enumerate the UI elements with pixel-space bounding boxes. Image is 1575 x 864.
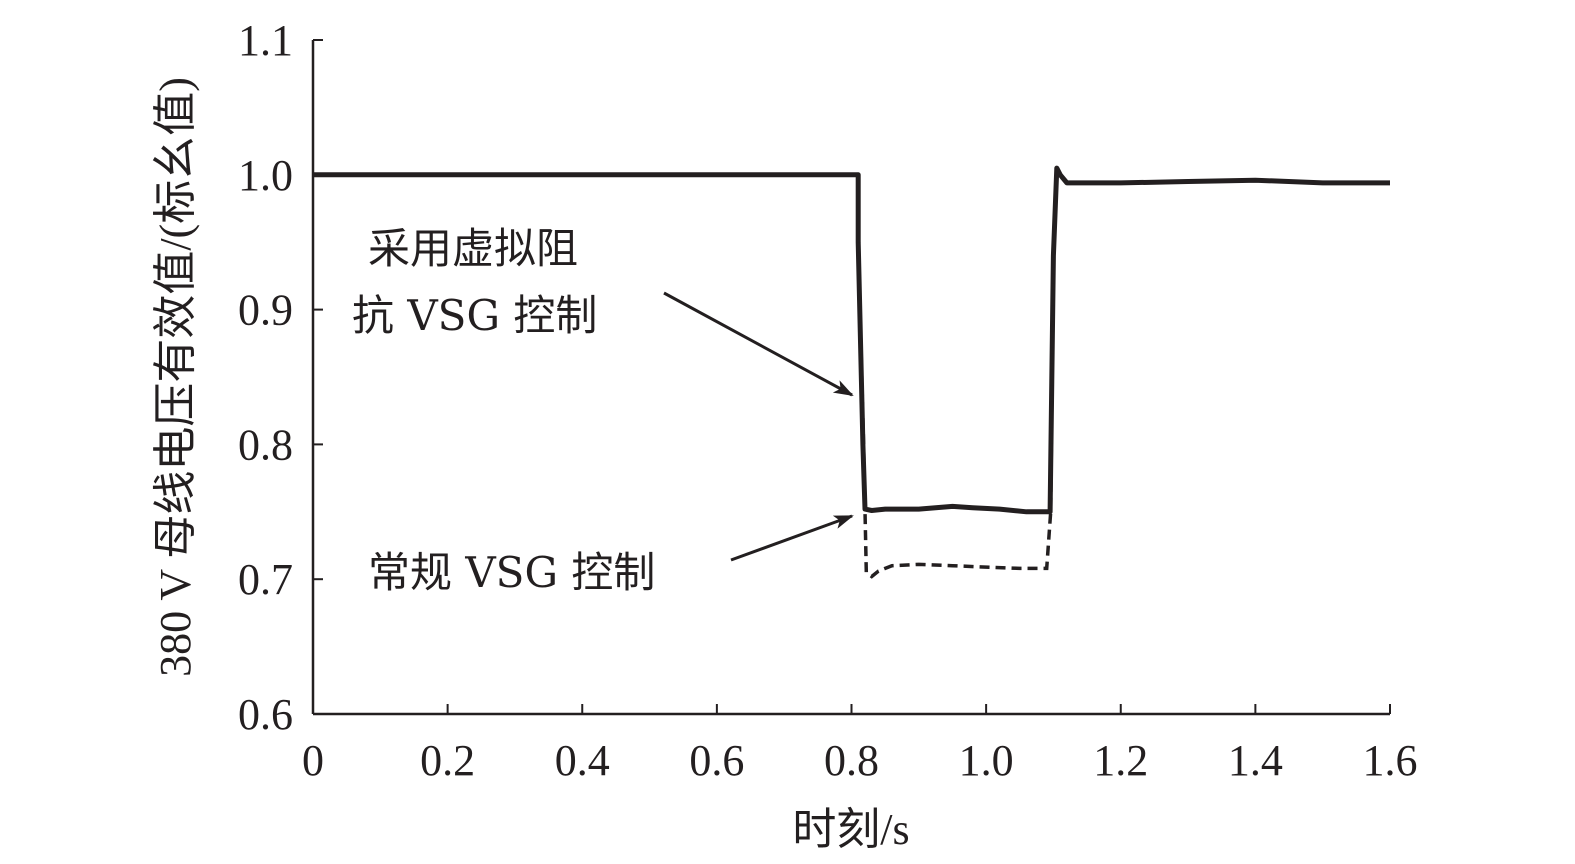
y-tick-label: 0.9 xyxy=(238,286,293,335)
x-tick-label: 0 xyxy=(302,736,324,785)
y-tick-label: 0.6 xyxy=(238,690,293,739)
annotation-virtual-impedance-line1: 采用虚拟阻 xyxy=(368,224,578,273)
x-tick-label: 1.6 xyxy=(1363,736,1418,785)
y-tick-label: 1.0 xyxy=(238,151,293,200)
y-tick-label: 0.8 xyxy=(238,420,293,469)
x-tick-label: 1.4 xyxy=(1228,736,1283,785)
x-tick-label: 1.2 xyxy=(1093,736,1148,785)
y-ticks: 0.6 0.7 0.8 0.9 1.0 1.1 xyxy=(238,16,323,739)
annotation-virtual-impedance-arrow xyxy=(663,291,854,397)
x-tick-label: 0.2 xyxy=(420,736,475,785)
x-tick-label: 0.6 xyxy=(689,736,744,785)
annotation-virtual-impedance-line2: 抗 VSG 控制 xyxy=(352,291,597,340)
y-axis-title: 380 V 母线电压有效值/(标幺值) xyxy=(151,77,200,677)
series-layer xyxy=(313,165,1390,579)
x-tick-label: 0.8 xyxy=(824,736,879,785)
x-tick-label: 0.4 xyxy=(555,736,610,785)
x-axis-title: 时刻/s xyxy=(792,805,909,854)
annotation-conventional-vsg-arrow xyxy=(730,514,854,562)
series-line-conventional-vsg xyxy=(856,242,1056,579)
x-ticks: 0 0.2 0.4 0.6 0.8 1.0 1.2 1.4 1.6 xyxy=(302,704,1418,785)
y-tick-label: 0.7 xyxy=(238,555,293,604)
x-tick-label: 1.0 xyxy=(959,736,1014,785)
annotation-conventional-vsg: 常规 VSG 控制 xyxy=(368,548,655,597)
y-tick-label: 1.1 xyxy=(238,16,293,65)
